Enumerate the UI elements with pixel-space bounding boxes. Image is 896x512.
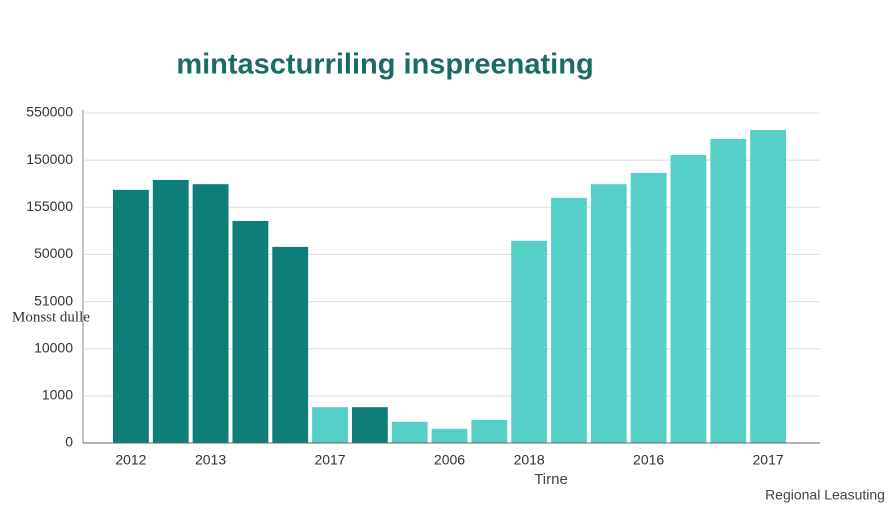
bar: [152, 179, 189, 443]
bar: [630, 172, 667, 443]
y-tick-label: 150000: [26, 151, 73, 167]
x-tick-label: 2017: [753, 452, 784, 468]
x-tick-label: 2018: [514, 452, 545, 468]
x-tick-label: 2013: [195, 452, 226, 468]
bar: [391, 421, 428, 443]
bar: [471, 419, 508, 443]
bar: [192, 184, 229, 443]
y-axis-label: Monsst dulle: [12, 309, 90, 325]
bar: [590, 184, 627, 443]
bar: [351, 407, 388, 443]
y-tick-label: 155000: [26, 198, 73, 214]
x-tick-label: 2006: [434, 452, 465, 468]
y-tick-label: 1000: [42, 387, 73, 403]
x-tick-label: 2016: [633, 452, 664, 468]
y-tick-label: 10000: [34, 339, 73, 355]
plot: [83, 112, 820, 444]
bar: [670, 154, 707, 443]
bar: [232, 220, 269, 443]
footer: Regional Leasuting: [765, 487, 885, 503]
bar: [551, 197, 587, 443]
x-axis-label: Tirne: [534, 471, 568, 488]
chart-title: mintascturriling inspreenating: [176, 49, 593, 81]
bar: [750, 129, 787, 443]
bar: [710, 138, 747, 443]
bar: [312, 407, 348, 443]
bar: [431, 428, 468, 443]
bar: [511, 240, 548, 443]
y-tick-label: 51000: [34, 292, 73, 308]
bar: [113, 189, 149, 443]
x-tick-label: 2017: [314, 452, 345, 468]
y-tick-label: 0: [65, 434, 73, 450]
x-tick-label: 2012: [115, 452, 146, 468]
bar: [272, 246, 309, 443]
y-tick-label: 50000: [34, 245, 73, 261]
y-tick-label: 550000: [26, 104, 73, 120]
